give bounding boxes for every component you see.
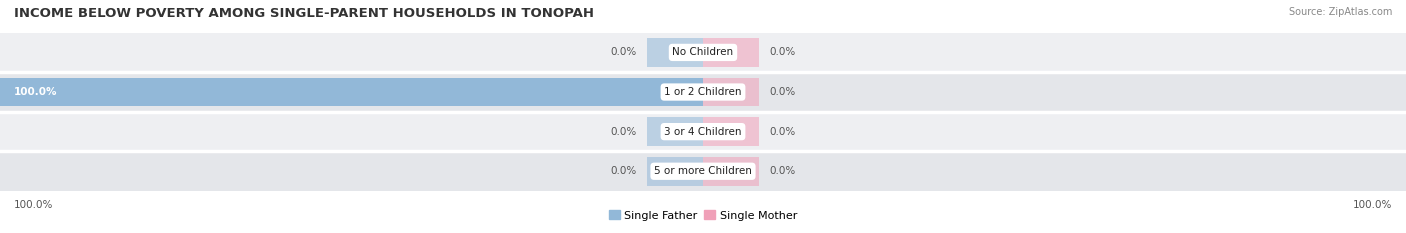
Legend: Single Father, Single Mother: Single Father, Single Mother — [605, 206, 801, 225]
Bar — [0, 72, 1406, 112]
Bar — [703, 157, 759, 185]
Text: 100.0%: 100.0% — [14, 200, 53, 210]
Text: Source: ZipAtlas.com: Source: ZipAtlas.com — [1288, 7, 1392, 17]
Bar — [703, 78, 759, 106]
Bar — [703, 117, 759, 146]
Text: 5 or more Children: 5 or more Children — [654, 166, 752, 176]
Text: 0.0%: 0.0% — [610, 127, 637, 137]
Text: 0.0%: 0.0% — [610, 48, 637, 57]
Bar — [0, 33, 1406, 72]
Bar — [647, 157, 703, 185]
Text: 100.0%: 100.0% — [1353, 200, 1392, 210]
Text: No Children: No Children — [672, 48, 734, 57]
Bar — [0, 112, 1406, 151]
Text: 100.0%: 100.0% — [14, 87, 58, 97]
Text: 1 or 2 Children: 1 or 2 Children — [664, 87, 742, 97]
Bar — [0, 151, 1406, 191]
Text: 0.0%: 0.0% — [770, 87, 796, 97]
Bar — [647, 117, 703, 146]
Bar — [0, 78, 703, 106]
Bar — [647, 38, 703, 67]
Text: 3 or 4 Children: 3 or 4 Children — [664, 127, 742, 137]
Text: 0.0%: 0.0% — [770, 48, 796, 57]
Bar — [703, 38, 759, 67]
Text: 0.0%: 0.0% — [770, 166, 796, 176]
Text: INCOME BELOW POVERTY AMONG SINGLE-PARENT HOUSEHOLDS IN TONOPAH: INCOME BELOW POVERTY AMONG SINGLE-PARENT… — [14, 7, 595, 20]
Text: 0.0%: 0.0% — [610, 166, 637, 176]
Text: 0.0%: 0.0% — [770, 127, 796, 137]
